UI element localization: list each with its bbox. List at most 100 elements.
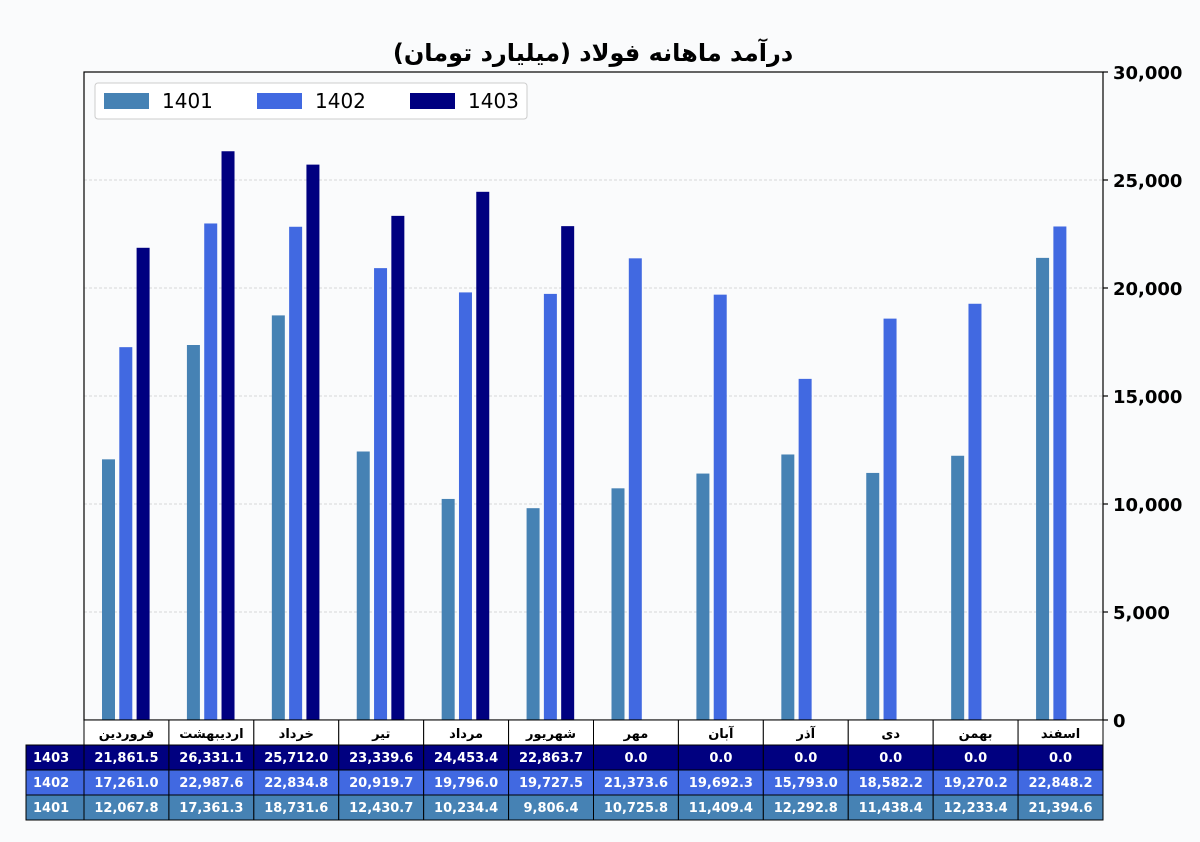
x-tick-label: دی: [881, 727, 900, 742]
y-tick-label: 10,000: [1113, 495, 1182, 516]
x-tick-label: آبان: [708, 725, 734, 742]
table-row-label: 1401: [33, 801, 69, 816]
table-cell: [83, 769, 170, 796]
y-tick-label: 0: [1113, 711, 1126, 732]
bar-1402: [713, 294, 727, 720]
table-header-cell: [677, 719, 764, 746]
bar-1401: [951, 455, 965, 720]
table-cell: [847, 769, 934, 796]
table-header-cell: [762, 719, 849, 746]
table-row-label-cell: [25, 769, 85, 796]
table-cell: [847, 744, 934, 771]
table-cell: [338, 744, 425, 771]
table-cell: [168, 794, 255, 821]
bar-1401: [186, 345, 200, 720]
x-tick-label: تیر: [371, 727, 390, 742]
data-label: 10,234.4: [434, 801, 498, 816]
data-label: 11,409.4: [689, 801, 753, 816]
x-tick-label: آذر: [795, 725, 815, 742]
data-label: 19,270.2: [944, 776, 1008, 791]
table-header-cell: [423, 719, 510, 746]
legend-label: 1403: [468, 89, 519, 113]
bar-1401: [271, 315, 285, 720]
bar-1402: [798, 378, 812, 720]
table-cell: [168, 769, 255, 796]
table-header-cell: [168, 719, 255, 746]
table-cell: [338, 794, 425, 821]
data-label: 21,861.5: [94, 751, 158, 766]
data-table: فروردین اردیبهشت خرداد تیر مرداد شهریور مهر آبا…: [25, 719, 1104, 821]
x-tick-label: اسفند: [1041, 727, 1080, 742]
table-cell: [932, 794, 1019, 821]
data-label: 21,373.6: [604, 776, 668, 791]
y-tick-label: 30,000: [1113, 63, 1182, 84]
bar-1402: [374, 268, 388, 720]
data-label: 18,731.6: [264, 801, 328, 816]
data-label: 19,692.3: [689, 776, 753, 791]
y-tick-label: 15,000: [1113, 387, 1182, 408]
data-label: 26,331.1: [179, 751, 243, 766]
x-tick-label: مرداد: [449, 727, 483, 742]
legend-label: 1401: [162, 89, 213, 113]
data-label: 11,438.4: [859, 801, 923, 816]
bar-1403: [476, 191, 490, 720]
data-label: 12,292.8: [774, 801, 838, 816]
table-cell: [423, 794, 510, 821]
data-label: 12,067.8: [94, 801, 158, 816]
table-row-label: 1403: [33, 751, 69, 766]
table-cell: [253, 794, 340, 821]
data-label: 23,339.6: [349, 751, 413, 766]
data-label: 0.0: [794, 751, 817, 766]
bar-1401: [781, 454, 795, 720]
y-tick-label: 25,000: [1113, 171, 1182, 192]
bar-1403: [221, 151, 235, 720]
data-label: 0.0: [879, 751, 902, 766]
y-axis: 0 5,000 10,000 15,000 20,000 25,000 30,000: [1103, 63, 1182, 732]
legend: 1401 1402 1403: [94, 82, 528, 120]
x-tick-label: شهریور: [525, 727, 576, 742]
data-label: 17,361.3: [179, 801, 243, 816]
legend-swatch: [257, 93, 302, 109]
table-cell: [1017, 744, 1104, 771]
data-label: 22,834.8: [264, 776, 328, 791]
data-label: 20,919.7: [349, 776, 413, 791]
bar-1401: [526, 508, 540, 720]
bar-1402: [458, 292, 472, 720]
grid-lines: [84, 179, 1103, 613]
bar-1403: [306, 164, 320, 720]
data-label: 0.0: [624, 751, 647, 766]
bar-1401: [1036, 257, 1050, 720]
data-label: 0.0: [709, 751, 732, 766]
bar-1402: [968, 303, 982, 720]
data-label: 18,582.2: [859, 776, 923, 791]
bar-1403: [391, 215, 405, 721]
bar-1401: [866, 472, 880, 720]
bar-1401: [441, 498, 455, 720]
table-cell: [1017, 794, 1104, 821]
data-label: 17,261.0: [94, 776, 158, 791]
legend-label: 1402: [315, 89, 366, 113]
data-label: 19,727.5: [519, 776, 583, 791]
table-row-label: 1402: [33, 776, 69, 791]
bar-1401: [102, 459, 115, 720]
bar-1403: [561, 226, 575, 720]
table-row-label-cell: [25, 744, 85, 771]
bar-1402: [204, 223, 218, 720]
data-label: 21,394.6: [1028, 801, 1092, 816]
table-cell: [677, 744, 764, 771]
data-label: 22,863.7: [519, 751, 583, 766]
bar-1402: [628, 258, 642, 720]
table-cell: [677, 769, 764, 796]
data-label: 0.0: [1049, 751, 1072, 766]
table-cell: [932, 744, 1019, 771]
data-label: 12,233.4: [944, 801, 1008, 816]
data-label: 9,806.4: [523, 801, 578, 816]
data-label: 10,725.8: [604, 801, 668, 816]
data-label: 15,793.0: [774, 776, 838, 791]
table-header-cell: [253, 719, 340, 746]
table-cell: [508, 744, 595, 771]
table-cell: [83, 794, 170, 821]
bar-1401: [356, 451, 370, 720]
legend-swatch: [410, 93, 455, 109]
